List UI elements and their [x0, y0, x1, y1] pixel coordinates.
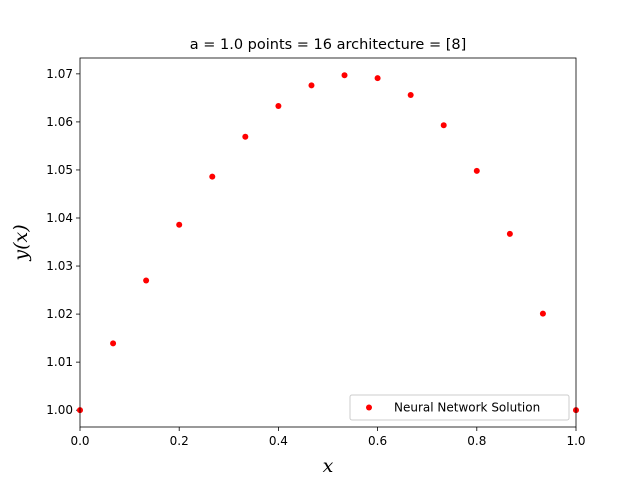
y-tick-label: 1.06: [46, 115, 73, 129]
x-tick-label: 0.8: [467, 434, 486, 448]
data-point: [242, 133, 249, 140]
x-tick-label: 1.0: [566, 434, 585, 448]
x-tick-label: 0.4: [269, 434, 288, 448]
legend-marker: [366, 404, 372, 411]
data-point: [506, 230, 513, 237]
data-point: [539, 310, 546, 317]
y-tick-label: 1.00: [46, 403, 73, 417]
data-point: [209, 173, 216, 180]
data-point: [407, 91, 414, 98]
data-point: [473, 167, 480, 174]
data-points: [77, 72, 579, 414]
y-tick-label: 1.07: [46, 67, 73, 81]
data-point: [275, 103, 282, 110]
data-point: [341, 72, 348, 79]
y-tick-label: 1.04: [46, 211, 73, 225]
y-axis-label: y(x): [10, 224, 32, 261]
data-point: [440, 122, 447, 129]
data-point: [308, 82, 315, 89]
y-tick-label: 1.02: [46, 307, 73, 321]
x-tick-label: 0.2: [170, 434, 189, 448]
y-axis-ticks: 1.00 1.01 1.02 1.03 1.04 1.05 1.06 1.07: [46, 67, 80, 417]
x-tick-label: 0.6: [368, 434, 387, 448]
x-axis-ticks: 0.0 0.2 0.4 0.6 0.8 1.0: [70, 427, 586, 448]
data-point: [374, 75, 381, 82]
y-tick-label: 1.05: [46, 163, 73, 177]
data-point: [143, 277, 150, 284]
plot-frame: [79, 57, 577, 428]
chart-title: a = 1.0 points = 16 architecture = [8]: [190, 37, 467, 53]
x-tick-label: 0.0: [70, 434, 89, 448]
legend: Neural Network Solution: [349, 394, 570, 421]
y-tick-label: 1.01: [46, 355, 73, 369]
x-axis-label: x: [323, 455, 334, 477]
legend-label: Neural Network Solution: [394, 401, 540, 415]
data-point: [176, 221, 183, 228]
data-point: [110, 340, 117, 347]
legend-box: [349, 394, 570, 421]
y-tick-label: 1.03: [46, 259, 73, 273]
